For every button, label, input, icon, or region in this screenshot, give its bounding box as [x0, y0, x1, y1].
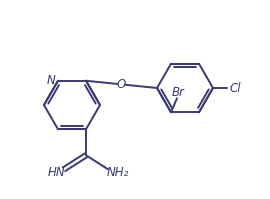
Text: Cl: Cl — [229, 82, 241, 95]
Text: O: O — [117, 78, 126, 91]
Text: NH₂: NH₂ — [107, 166, 129, 179]
Text: Br: Br — [171, 86, 184, 99]
Text: N: N — [47, 74, 55, 87]
Text: HN: HN — [47, 166, 65, 179]
